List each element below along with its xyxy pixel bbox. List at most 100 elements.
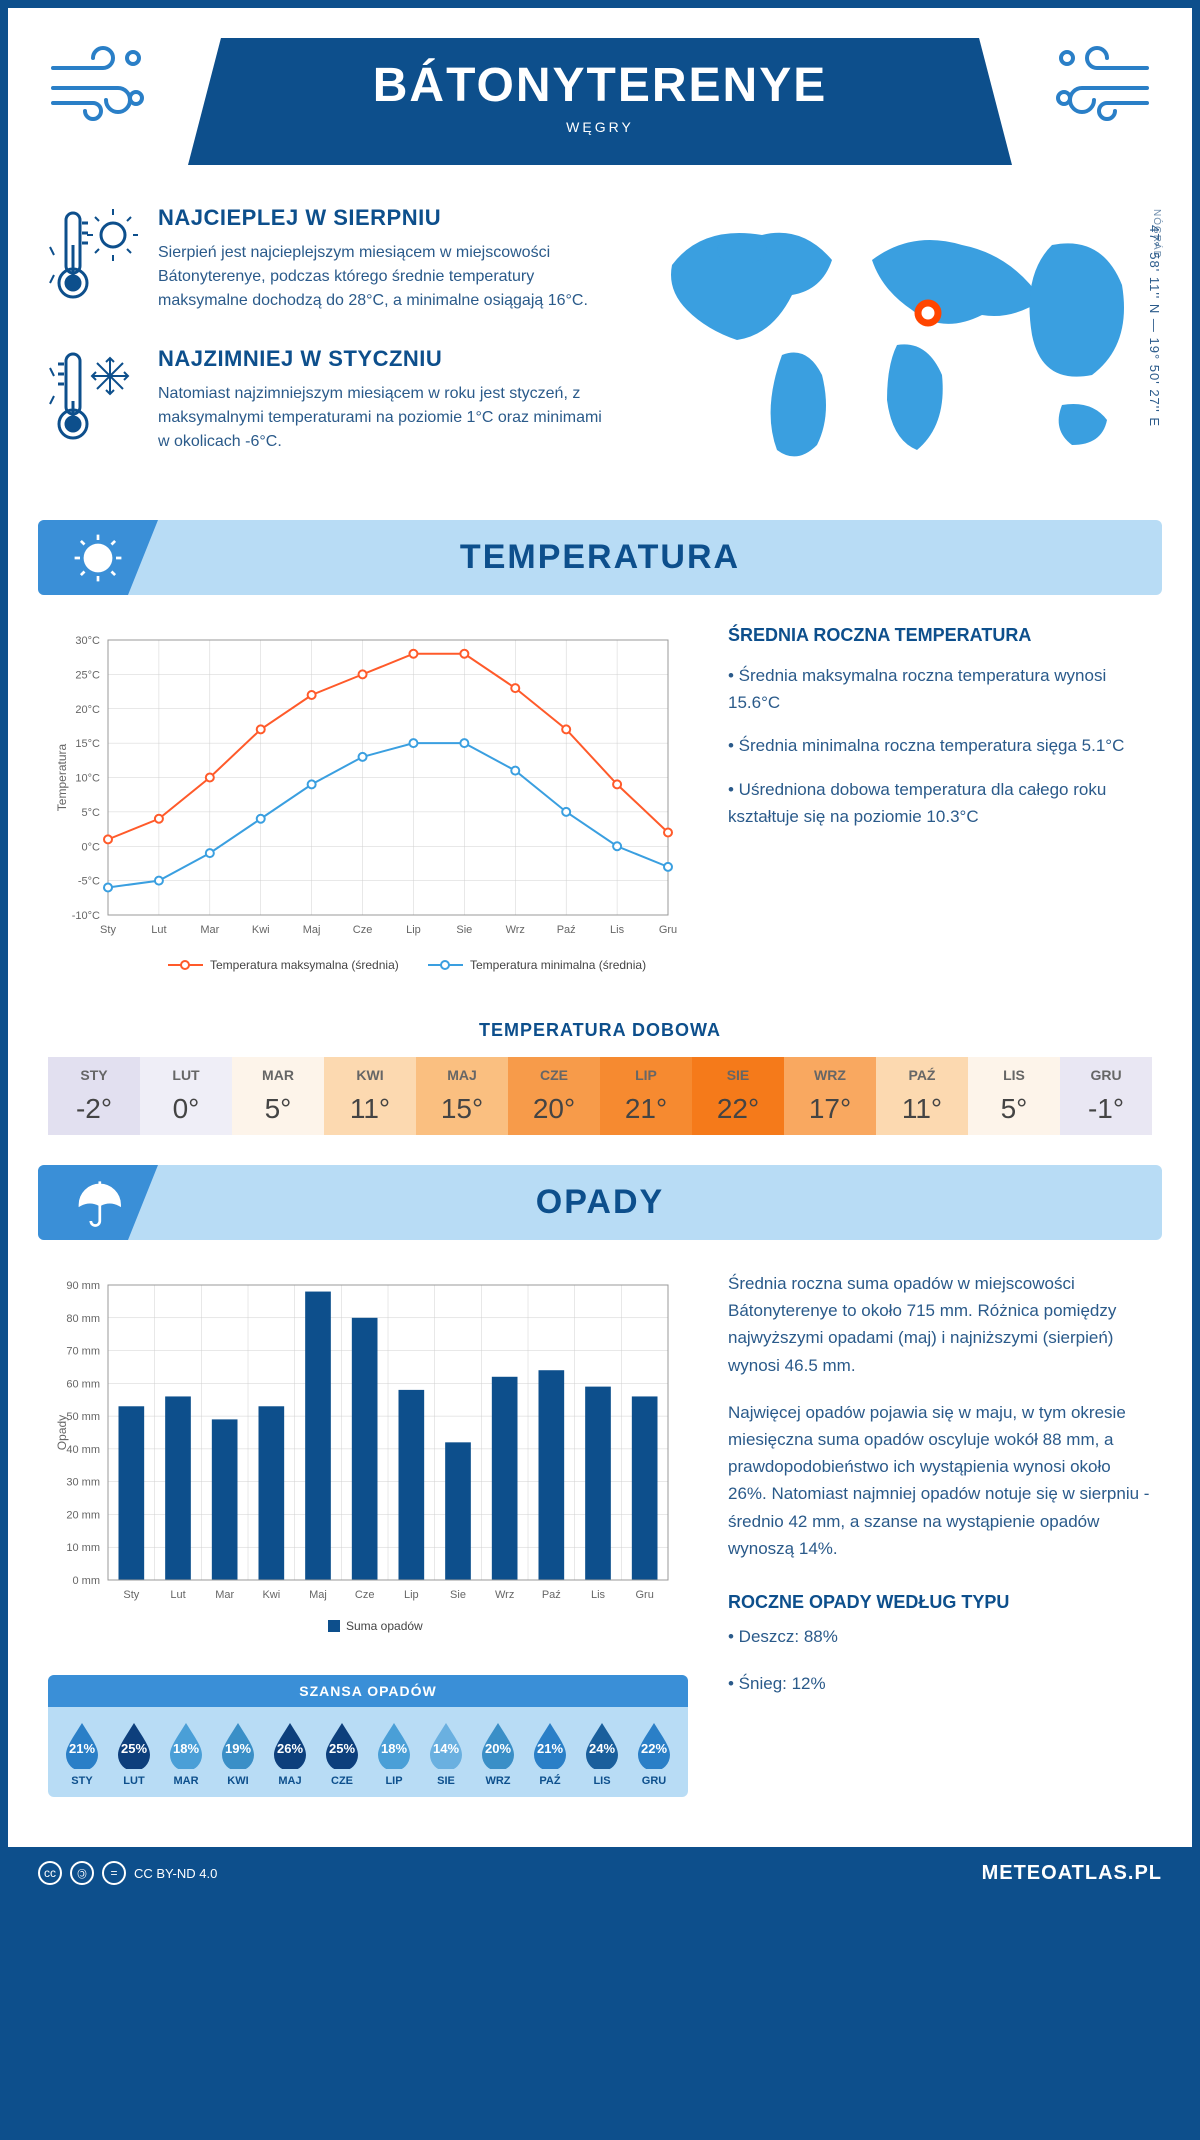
city-name: BÁTONYTERENYE bbox=[228, 58, 972, 113]
daily-temp-cell: MAJ15° bbox=[416, 1057, 508, 1135]
svg-text:Sty: Sty bbox=[100, 924, 116, 936]
svg-text:30 mm: 30 mm bbox=[66, 1477, 100, 1489]
svg-text:Kwi: Kwi bbox=[262, 1589, 280, 1601]
svg-text:20 mm: 20 mm bbox=[66, 1509, 100, 1521]
daily-temp-cell: LIS5° bbox=[968, 1057, 1060, 1135]
svg-text:Lip: Lip bbox=[404, 1589, 419, 1601]
svg-text:Lut: Lut bbox=[170, 1589, 185, 1601]
precip-type-bullet: • Śnieg: 12% bbox=[728, 1670, 1152, 1697]
svg-text:Lip: Lip bbox=[406, 924, 421, 936]
daily-temp-cell: GRU-1° bbox=[1060, 1057, 1152, 1135]
by-icon: 🄯 bbox=[70, 1861, 94, 1885]
precip-type-bullet: • Deszcz: 88% bbox=[728, 1623, 1152, 1650]
svg-text:5°C: 5°C bbox=[82, 807, 101, 819]
section-header-temperature: TEMPERATURA bbox=[38, 520, 1162, 595]
daily-temp-cell: WRZ17° bbox=[784, 1057, 876, 1135]
svg-text:Paź: Paź bbox=[557, 924, 576, 936]
precipitation-info: Średnia roczna suma opadów w miejscowośc… bbox=[728, 1270, 1152, 1797]
temp-bullet: • Uśredniona dobowa temperatura dla całe… bbox=[728, 776, 1152, 830]
daily-temp-title: TEMPERATURA DOBOWA bbox=[48, 1020, 1152, 1041]
cc-icon: cc bbox=[38, 1861, 62, 1885]
svg-text:Gru: Gru bbox=[659, 924, 677, 936]
daily-temp-cell: LIP21° bbox=[600, 1057, 692, 1135]
chance-item: 21%STY bbox=[56, 1721, 108, 1787]
world-map: NÓGRÁD 47° 58' 11'' N — 19° 50' 27'' E bbox=[632, 205, 1152, 490]
temperature-info: ŚREDNIA ROCZNA TEMPERATURA • Średnia mak… bbox=[728, 625, 1152, 990]
temp-bullet: • Średnia maksymalna roczna temperatura … bbox=[728, 662, 1152, 716]
chance-item: 26%MAJ bbox=[264, 1721, 316, 1787]
svg-text:10°C: 10°C bbox=[75, 773, 100, 785]
svg-text:10 mm: 10 mm bbox=[66, 1542, 100, 1554]
country: WĘGRY bbox=[228, 119, 972, 135]
svg-text:25°C: 25°C bbox=[75, 669, 100, 681]
fact-warm: NAJCIEPLEJ W SIERPNIU Sierpień jest najc… bbox=[48, 205, 602, 316]
svg-text:Mar: Mar bbox=[215, 1589, 234, 1601]
nd-icon: = bbox=[102, 1861, 126, 1885]
footer: cc 🄯 = CC BY-ND 4.0 METEOATLAS.PL bbox=[8, 1847, 1192, 1899]
fact-cold-title: NAJZIMNIEJ W STYCZNIU bbox=[158, 346, 602, 372]
svg-text:Suma opadów: Suma opadów bbox=[346, 1619, 423, 1633]
section-header-precipitation: OPADY bbox=[38, 1165, 1162, 1240]
daily-temp-cell: STY-2° bbox=[48, 1057, 140, 1135]
svg-text:30°C: 30°C bbox=[75, 635, 100, 647]
svg-text:0°C: 0°C bbox=[82, 841, 101, 853]
svg-text:Kwi: Kwi bbox=[252, 924, 270, 936]
svg-text:Lut: Lut bbox=[151, 924, 166, 936]
chance-item: 25%LUT bbox=[108, 1721, 160, 1787]
svg-text:Sie: Sie bbox=[450, 1589, 466, 1601]
svg-text:Sie: Sie bbox=[456, 924, 472, 936]
svg-text:Cze: Cze bbox=[355, 1589, 375, 1601]
svg-text:Cze: Cze bbox=[353, 924, 373, 936]
intro-section: NAJCIEPLEJ W SIERPNIU Sierpień jest najc… bbox=[8, 175, 1192, 520]
fact-cold: NAJZIMNIEJ W STYCZNIU Natomiast najzimni… bbox=[48, 346, 602, 457]
header: BÁTONYTERENYE WĘGRY bbox=[8, 8, 1192, 175]
precipitation-bar-chart: 0 mm10 mm20 mm30 mm40 mm50 mm60 mm70 mm8… bbox=[48, 1270, 688, 1655]
site-name: METEOATLAS.PL bbox=[982, 1862, 1162, 1885]
svg-text:Wrz: Wrz bbox=[495, 1589, 514, 1601]
svg-text:Opady: Opady bbox=[55, 1415, 69, 1450]
chance-item: 24%LIS bbox=[576, 1721, 628, 1787]
temp-bullet: • Średnia minimalna roczna temperatura s… bbox=[728, 732, 1152, 759]
chance-item: 19%KWI bbox=[212, 1721, 264, 1787]
chance-item: 14%SIE bbox=[420, 1721, 472, 1787]
fact-warm-title: NAJCIEPLEJ W SIERPNIU bbox=[158, 205, 602, 231]
precip-type-title: ROCZNE OPADY WEDŁUG TYPU bbox=[728, 1592, 1152, 1613]
svg-text:40 mm: 40 mm bbox=[66, 1444, 100, 1456]
sun-icon bbox=[38, 520, 158, 595]
precipitation-chance-box: SZANSA OPADÓW 21%STY25%LUT18%MAR19%KWI26… bbox=[48, 1675, 688, 1797]
daily-temp-cell: CZE20° bbox=[508, 1057, 600, 1135]
svg-text:90 mm: 90 mm bbox=[66, 1280, 100, 1292]
daily-temp-cell: SIE22° bbox=[692, 1057, 784, 1135]
svg-text:80 mm: 80 mm bbox=[66, 1313, 100, 1325]
umbrella-icon bbox=[38, 1165, 158, 1240]
section-title: TEMPERATURA bbox=[38, 538, 1162, 577]
svg-text:0 mm: 0 mm bbox=[73, 1575, 101, 1587]
chance-item: 22%GRU bbox=[628, 1721, 680, 1787]
daily-temp-cell: PAŹ11° bbox=[876, 1057, 968, 1135]
svg-text:-5°C: -5°C bbox=[78, 876, 100, 888]
svg-text:Mar: Mar bbox=[200, 924, 219, 936]
svg-text:50 mm: 50 mm bbox=[66, 1411, 100, 1423]
wind-icon bbox=[1052, 43, 1152, 137]
daily-temp-cell: LUT0° bbox=[140, 1057, 232, 1135]
chance-item: 18%LIP bbox=[368, 1721, 420, 1787]
fact-warm-text: Sierpień jest najcieplejszym miesiącem w… bbox=[158, 241, 602, 313]
svg-text:Temperatura minimalna (średnia: Temperatura minimalna (średnia) bbox=[470, 958, 646, 972]
svg-text:Maj: Maj bbox=[309, 1589, 327, 1601]
thermometer-snow-icon bbox=[48, 346, 138, 457]
svg-text:Sty: Sty bbox=[123, 1589, 139, 1601]
svg-text:Wrz: Wrz bbox=[506, 924, 525, 936]
fact-cold-text: Natomiast najzimniejszym miesiącem w rok… bbox=[158, 382, 602, 454]
chance-item: 20%WRZ bbox=[472, 1721, 524, 1787]
precip-text: Najwięcej opadów pojawia się w maju, w t… bbox=[728, 1399, 1152, 1562]
svg-text:15°C: 15°C bbox=[75, 738, 100, 750]
svg-text:60 mm: 60 mm bbox=[66, 1378, 100, 1390]
svg-text:Lis: Lis bbox=[610, 924, 625, 936]
daily-temp-cell: KWI11° bbox=[324, 1057, 416, 1135]
svg-text:-10°C: -10°C bbox=[72, 910, 100, 922]
svg-text:Paź: Paź bbox=[542, 1589, 561, 1601]
daily-temperature-table: TEMPERATURA DOBOWA STY-2°LUT0°MAR5°KWI11… bbox=[48, 1020, 1152, 1135]
chance-item: 21%PAŹ bbox=[524, 1721, 576, 1787]
thermometer-sun-icon bbox=[48, 205, 138, 316]
coords-label: 47° 58' 11'' N — 19° 50' 27'' E bbox=[1147, 225, 1162, 427]
